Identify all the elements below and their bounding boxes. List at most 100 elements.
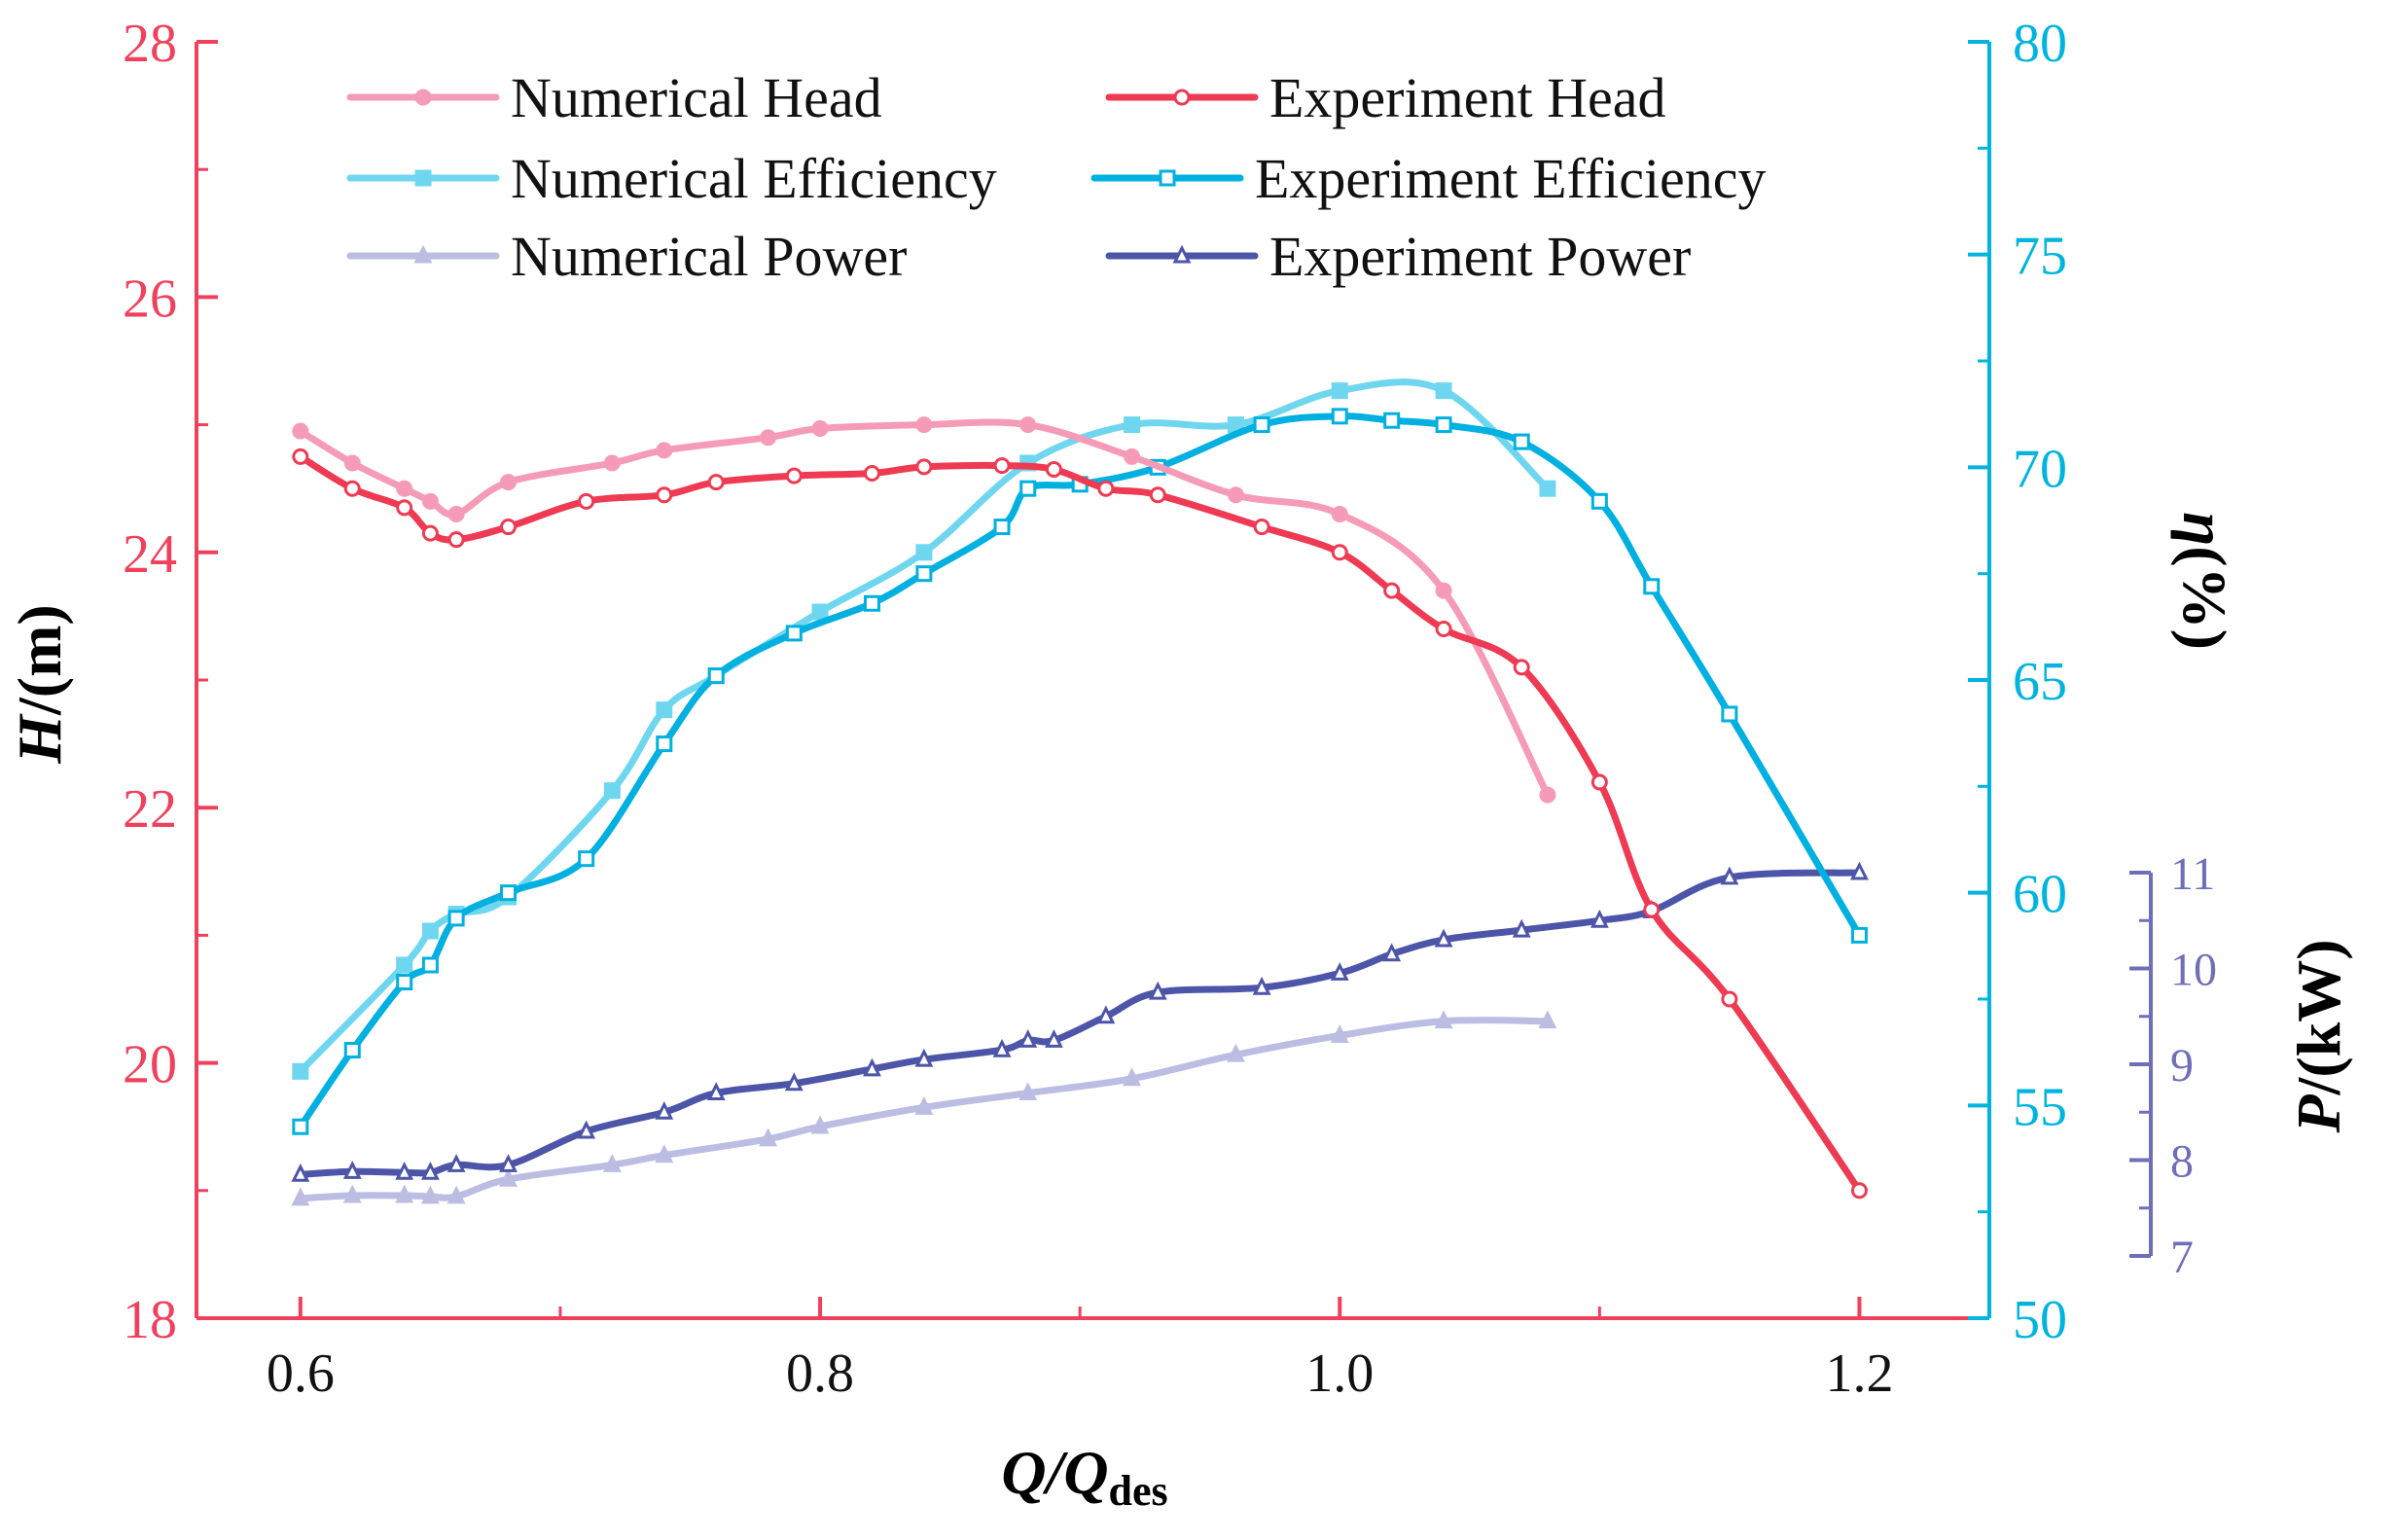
experiment-head-point: [785, 467, 803, 484]
experiment-head-point: [1435, 621, 1452, 638]
power-tick-label: 9: [2170, 1040, 2194, 1092]
y-right-axis-title-unit: (%): [2170, 546, 2239, 650]
experiment-power-point: [395, 1161, 414, 1180]
experiment-power-point: [1252, 976, 1271, 995]
experiment-head-point: [1721, 990, 1738, 1008]
experiment-power-point: [447, 1154, 466, 1172]
numerical-head-point: [1331, 505, 1348, 522]
experiment-power-point: [1330, 962, 1349, 981]
experiment-head-point: [447, 531, 465, 549]
y-right-tick-label: 50: [2013, 1290, 2067, 1350]
y-left-axis-title-symbol: H: [5, 713, 74, 765]
numerical-efficiency-point: [603, 782, 621, 800]
experiment-power-line: [297, 869, 1863, 1178]
experiment-power-point: [706, 1082, 726, 1101]
experiment-head-point: [1850, 1182, 1868, 1200]
power-axis-title-symbol: P: [2284, 1094, 2353, 1134]
numerical-power-point: [1018, 1082, 1038, 1101]
y-left-axis-title: H/(m): [5, 604, 74, 765]
experiment-efficiency-point: [343, 1041, 361, 1058]
legend-marker-numerical-head: [414, 89, 432, 106]
experiment-power-point: [863, 1057, 881, 1077]
numerical-head-line: [297, 418, 1552, 799]
experiment-power-point: [291, 1163, 310, 1182]
experiment-head-point: [500, 519, 518, 536]
experiment-head-point: [1253, 519, 1270, 536]
y-right-tick-label: 75: [2013, 227, 2067, 287]
numerical-head-point: [915, 416, 933, 434]
experiment-power-point: [1382, 943, 1402, 962]
y-left-tick-label: 26: [123, 269, 177, 329]
experiment-efficiency-point: [447, 910, 465, 927]
experiment-power-point: [1096, 1005, 1116, 1024]
y-right-tick-label: 55: [2013, 1077, 2067, 1137]
experiment-efficiency-point: [863, 594, 880, 612]
numerical-power-point: [291, 1187, 310, 1206]
numerical-power-point: [1330, 1024, 1349, 1043]
numerical-efficiency-point: [1124, 416, 1141, 434]
power-tick-label: 11: [2170, 848, 2215, 900]
x-axis-title: Q/Qdes: [1001, 1438, 1167, 1515]
y-right-tick-label: 70: [2013, 439, 2067, 499]
experiment-head-point: [915, 458, 933, 476]
experiment-power-point: [992, 1038, 1012, 1057]
numerical-head-point: [1227, 486, 1244, 504]
numerical-head-point: [1124, 448, 1141, 465]
numerical-efficiency-point: [915, 544, 933, 561]
x-tick-label: 0.8: [786, 1343, 854, 1404]
experiment-power-point: [655, 1100, 674, 1120]
legend-marker-numerical-efficiency: [414, 169, 432, 187]
numerical-head-point: [1019, 416, 1037, 434]
experiment-power-point: [1148, 981, 1167, 1000]
y-right-tick-label: 60: [2013, 865, 2067, 925]
y-right-tick-label: 65: [2013, 652, 2067, 712]
numerical-power-point: [342, 1184, 362, 1203]
experiment-power-point: [420, 1161, 440, 1180]
x-axis-title-subscript: des: [1109, 1467, 1168, 1515]
numerical-power-point: [1226, 1043, 1245, 1062]
experiment-power-point: [1045, 1029, 1063, 1048]
experiment-efficiency-point: [292, 1118, 309, 1135]
numerical-head-point: [603, 454, 621, 472]
numerical-efficiency-point: [1539, 480, 1556, 497]
legend-label-numerical-efficiency: Numerical Efficiency: [511, 147, 997, 210]
series-layer: [291, 378, 1869, 1206]
experiment-efficiency-point: [1721, 705, 1738, 723]
numerical-power-point: [810, 1115, 830, 1134]
numerical-efficiency-point: [292, 1062, 309, 1080]
experiment-head-point: [1149, 486, 1166, 504]
y-right-axis-title-symbol: η: [2170, 512, 2239, 546]
experiment-head-line: [297, 452, 1863, 1195]
numerical-power-point: [420, 1185, 440, 1204]
power-tick-label: 7: [2170, 1232, 2194, 1283]
legend-marker-experiment-power: [1172, 244, 1192, 264]
numerical-head-point: [1435, 582, 1452, 599]
y-left-tick-label: 24: [123, 524, 177, 585]
y-left-axis-title-unit: /(m): [5, 604, 74, 716]
x-tick-label: 1.0: [1305, 1343, 1374, 1404]
power-axis-title-unit: /(kW): [2284, 939, 2353, 1095]
experiment-power-point: [1434, 928, 1453, 948]
numerical-power-point: [395, 1184, 414, 1203]
legend-label-experiment-power: Experiment Power: [1269, 225, 1691, 288]
numerical-head-point: [421, 492, 439, 510]
numerical-head-point: [811, 420, 829, 438]
experiment-head-point: [578, 492, 595, 510]
experiment-power-point: [1850, 861, 1869, 880]
x-tick-label: 0.6: [267, 1343, 335, 1404]
experiment-head-point: [993, 457, 1011, 475]
experiment-power-point: [1720, 866, 1739, 885]
numerical-head-point: [656, 442, 673, 459]
experiment-efficiency-point: [1019, 480, 1037, 497]
legend-label-numerical-power: Numerical Power: [511, 225, 907, 288]
experiment-efficiency-point: [1513, 433, 1530, 450]
experiment-head-point: [1643, 901, 1661, 918]
numerical-head-point: [292, 422, 309, 440]
experiment-head-point: [1513, 659, 1530, 676]
legend-label-experiment-head: Experiment Head: [1269, 66, 1665, 129]
y-left-tick-label: 18: [123, 1290, 177, 1350]
numerical-head-point: [760, 429, 777, 447]
numerical-efficiency-point: [396, 956, 413, 974]
experiment-efficiency-point: [1383, 412, 1401, 429]
